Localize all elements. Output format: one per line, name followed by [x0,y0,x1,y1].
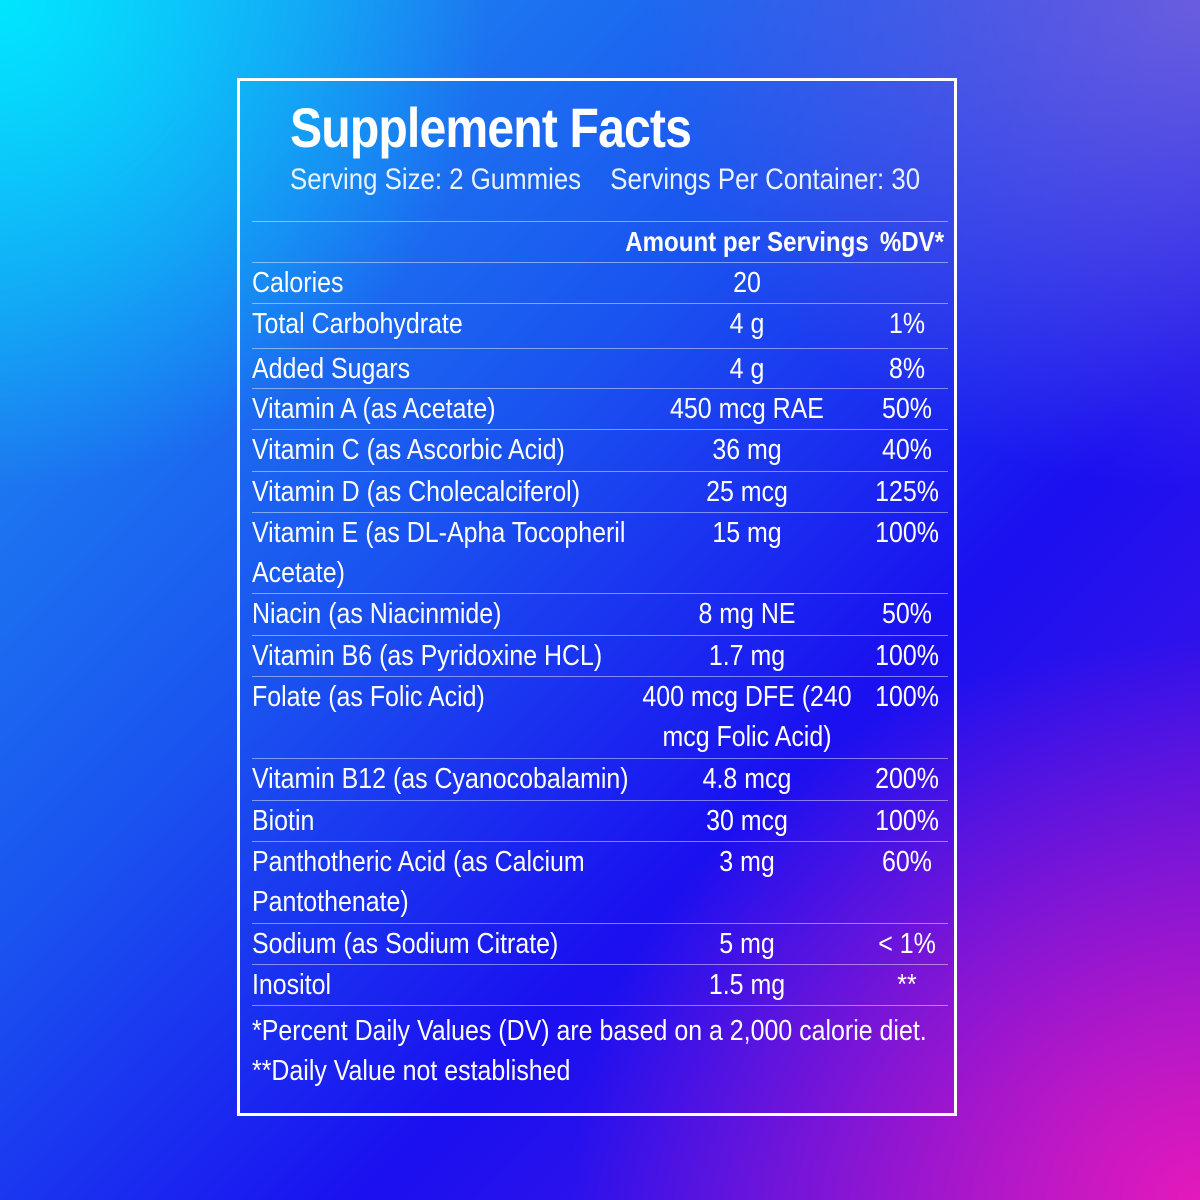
nutrient-dv: 1% [888,308,926,340]
table-row: Vitamin B6 (as Pyridoxine HCL) 1.7 mg 10… [252,636,948,677]
table-row: Sodium (as Sodium Citrate) 5 mg < 1% [252,924,948,965]
serving-size: Serving Size: 2 Gummies [290,163,582,196]
table-row: Calories 20 [252,263,948,304]
footnote-daily-values: *Percent Daily Values (DV) are based on … [252,1015,927,1047]
nutrient-dv: 50% [882,393,932,425]
nutrient-amount: 400 mcg DFE (240 mcg Folic Acid) [642,681,852,753]
nutrient-name: Vitamin C (as Ascorbic Acid) [252,434,565,466]
table-row: Vitamin C (as Ascorbic Acid) 36 mg 40% [252,430,948,472]
table-row: Vitamin D (as Cholecalciferol) 25 mcg 12… [252,472,948,513]
nutrient-dv: < 1% [878,928,936,960]
footnote-not-established: **Daily Value not established [252,1055,571,1087]
nutrient-name: Biotin [252,805,315,837]
nutrient-dv: 40% [882,434,932,466]
supplement-facts-panel: Supplement Facts Serving Size: 2 Gummies… [237,78,957,1116]
nutrient-amount: 1.7 mg [708,640,786,672]
nutrient-amount: 36 mg [712,434,782,466]
header-dv: %DV* [879,226,945,257]
nutrient-amount: 3 mg [719,846,775,878]
nutrient-amount: 15 mg [712,517,782,549]
nutrient-name: Calories [252,267,344,299]
nutrient-name: Vitamin B12 (as Cyanocobalamin) [252,763,629,795]
table-row: Vitamin E (as DL-Apha Tocopheril Acetate… [252,513,948,594]
table-row: Vitamin A (as Acetate) 450 mcg RAE 50% [252,389,948,430]
nutrient-dv: 100% [875,640,939,672]
table-row: Vitamin B12 (as Cyanocobalamin) 4.8 mcg … [252,759,948,801]
serving-info: Serving Size: 2 Gummies Servings Per Cont… [290,163,949,197]
nutrient-name: Vitamin B6 (as Pyridoxine HCL) [252,640,603,672]
nutrient-name: Vitamin A (as Acetate) [252,393,496,425]
footnotes: *Percent Daily Values (DV) are based on … [252,1011,927,1091]
nutrient-dv: 125% [875,476,939,508]
nutrient-name: Total Carbohydrate [252,308,463,340]
nutrient-name: Panthotheric Acid (as Calcium Pantothena… [252,846,585,918]
table-row: Folate (as Folic Acid) 400 mcg DFE (240 … [252,677,948,759]
servings-per-container: Servings Per Container: 30 [610,163,921,196]
nutrient-table: Amount per Servings %DV* Calories 20 Tot… [252,221,948,1006]
nutrient-dv: 100% [875,805,939,837]
nutrient-dv: 100% [875,681,939,713]
nutrient-name: Inositol [252,969,332,1001]
nutrient-dv: 8% [888,353,926,385]
nutrient-amount: 4 g [729,308,765,340]
table-row: Added Sugars 4 g 8% [252,349,948,389]
table-row: Biotin 30 mcg 100% [252,801,948,842]
nutrient-amount: 5 mg [719,928,775,960]
nutrient-name: Niacin (as Niacinmide) [252,598,502,630]
nutrient-name: Sodium (as Sodium Citrate) [252,928,559,960]
nutrient-amount: 30 mcg [706,805,788,837]
table-row: Niacin (as Niacinmide) 8 mg NE 50% [252,594,948,636]
nutrient-amount: 20 [733,267,761,299]
nutrient-amount: 25 mcg [706,476,788,508]
nutrient-dv: 60% [882,846,932,878]
table-header: Amount per Servings %DV* [252,221,948,263]
nutrient-amount: 1.5 mg [708,969,786,1001]
nutrient-name: Vitamin E (as DL-Apha Tocopheril Acetate… [252,517,626,589]
nutrient-name: Added Sugars [252,353,411,385]
nutrient-dv: 50% [882,598,932,630]
panel-title: Supplement Facts [290,96,692,159]
nutrient-amount: 4.8 mcg [702,763,792,795]
nutrient-name: Vitamin D (as Cholecalciferol) [252,476,581,508]
nutrient-dv: ** [897,969,917,1001]
header-amount: Amount per Servings [625,226,869,257]
nutrient-amount: 450 mcg RAE [670,393,824,425]
table-row: Inositol 1.5 mg ** [252,965,948,1006]
nutrient-amount: 4 g [729,353,765,385]
table-row: Total Carbohydrate 4 g 1% [252,304,948,349]
table-row: Panthotheric Acid (as Calcium Pantothena… [252,842,948,924]
nutrient-amount: 8 mg NE [698,598,796,630]
nutrient-name: Folate (as Folic Acid) [252,681,485,713]
nutrient-dv: 100% [875,517,939,549]
nutrient-dv: 200% [875,763,939,795]
